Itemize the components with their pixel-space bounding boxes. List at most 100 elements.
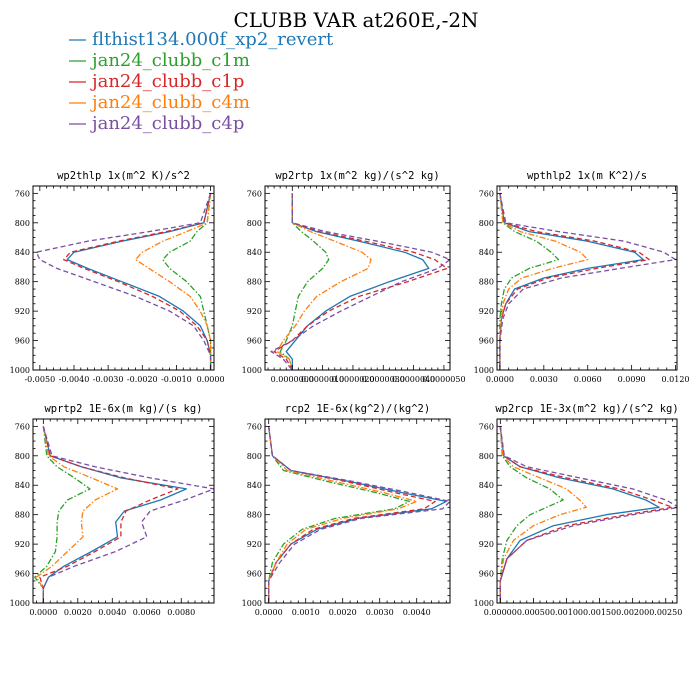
y-tick-label: 960 — [247, 570, 262, 579]
panel-5: rcp2 1E-6x(kg^2)/(kg^2) 760 800 840 880 920 96… — [242, 403, 451, 617]
figure-title: CLUBB VAR at260E,-2N — [233, 8, 478, 32]
y-tick-label: 880 — [247, 511, 262, 520]
legend-entry: jan24_clubb_c4m — [90, 92, 250, 113]
x-tick-label: -0.0050 — [24, 375, 55, 384]
y-tick-label: 1000 — [242, 599, 262, 608]
y-tick-label: 960 — [15, 337, 30, 346]
x-tick-label: 0.0060 — [574, 375, 602, 384]
x-tick-label: -0.0030 — [93, 375, 124, 384]
series-line — [276, 193, 372, 370]
y-tick-label: 760 — [247, 422, 262, 431]
x-tick-label: 0.0080 — [167, 608, 195, 617]
y-tick-label: 760 — [15, 189, 30, 198]
series-line — [499, 193, 560, 370]
series-line — [279, 193, 330, 370]
x-tick-label: 0.0060 — [133, 608, 161, 617]
y-tick-label: 840 — [15, 481, 30, 490]
y-tick-label: 760 — [479, 189, 494, 198]
panel-title: wp2thlp 1x(m^2 K)/s^2 — [57, 170, 190, 182]
legend-entry: jan24_clubb_c1p — [90, 71, 244, 92]
x-tick-label: 0.0000010 — [301, 375, 344, 384]
x-tick-label: 0.0010 — [292, 608, 320, 617]
y-tick-label: 840 — [479, 248, 494, 257]
x-tick-label: 0.00000 — [484, 608, 517, 617]
series-line — [499, 426, 677, 603]
panels: wp2thlp 1x(m^2 K)/s^2 760 800 840 880 920 960 1… — [10, 170, 690, 617]
series-line — [270, 193, 450, 370]
x-tick-label: -0.0010 — [161, 375, 192, 384]
panel-title: wp2rcp 1E-3x(m^2 kg)/(s^2 kg) — [495, 403, 678, 415]
x-tick-label: 0.00100 — [550, 608, 583, 617]
x-tick-label: 0.0000 — [197, 375, 225, 384]
y-tick-label: 800 — [479, 452, 494, 461]
series-line — [42, 426, 188, 603]
x-tick-label: 0.0040 — [403, 608, 431, 617]
series-line — [499, 193, 650, 370]
series-line — [35, 426, 119, 603]
series-line — [499, 193, 589, 370]
x-tick-label: 0.00200 — [616, 608, 649, 617]
x-tick-label: 0.0020 — [64, 608, 92, 617]
y-tick-label: 960 — [15, 570, 30, 579]
plot-frame — [32, 185, 215, 371]
panel-3: wpthlp2 1x(m K^2)/s 760 800 840 880 920 960 100… — [474, 170, 690, 384]
panel-4: wprtp2 1E-6x(m kg)/(s kg) 760 800 840 880 920… — [10, 403, 215, 617]
series-line — [499, 426, 674, 603]
y-tick-label: 880 — [479, 278, 494, 287]
plot-frame — [264, 185, 451, 371]
x-tick-label: 0.0030 — [530, 375, 558, 384]
y-tick-label: 880 — [15, 278, 30, 287]
legend-entry: jan24_clubb_c1m — [90, 50, 250, 71]
series-line — [268, 426, 436, 603]
y-tick-label: 840 — [479, 481, 494, 490]
plot-frame — [264, 418, 451, 604]
panel-title: wp2rtp 1x(m^2 kg)/(s^2 kg) — [275, 170, 439, 182]
x-tick-label: 0.0000000 — [271, 375, 314, 384]
panel-title: wpthlp2 1x(m K^2)/s — [527, 170, 647, 182]
series-line — [42, 426, 214, 603]
series-line — [63, 193, 212, 370]
x-tick-label: -0.0020 — [127, 375, 158, 384]
x-tick-label: 0.0000030 — [362, 375, 405, 384]
y-tick-label: 760 — [15, 422, 30, 431]
y-tick-label: 1000 — [474, 366, 494, 375]
y-tick-label: 1000 — [10, 599, 30, 608]
y-tick-label: 920 — [15, 540, 30, 549]
y-tick-label: 960 — [479, 337, 494, 346]
y-tick-label: 800 — [15, 452, 30, 461]
x-tick-label: 0.0000 — [255, 608, 283, 617]
panel-title: wprtp2 1E-6x(m kg)/(s kg) — [44, 403, 202, 415]
series-line — [35, 193, 212, 370]
y-tick-label: 920 — [247, 307, 262, 316]
x-tick-label: 0.00050 — [517, 608, 550, 617]
plot-frame — [496, 185, 678, 371]
y-tick-label: 920 — [15, 307, 30, 316]
series-line — [39, 426, 179, 603]
y-tick-label: 880 — [479, 511, 494, 520]
series-line — [499, 426, 587, 603]
y-tick-label: 840 — [247, 248, 262, 257]
plot-frame — [496, 418, 678, 604]
x-tick-label: 0.0000020 — [331, 375, 374, 384]
legend: flthist134.000f_xp2_revertjan24_clubb_c1… — [69, 29, 334, 134]
y-tick-label: 800 — [247, 452, 262, 461]
y-tick-label: 960 — [247, 337, 262, 346]
y-tick-label: 800 — [479, 219, 494, 228]
y-tick-label: 920 — [479, 540, 494, 549]
series-line — [66, 193, 212, 370]
x-tick-label: 0.0000040 — [392, 375, 435, 384]
y-tick-label: 880 — [15, 511, 30, 520]
series-line — [134, 193, 212, 370]
x-tick-label: 0.0020 — [329, 608, 357, 617]
y-tick-label: 920 — [247, 540, 262, 549]
x-tick-label: 0.0000 — [486, 375, 514, 384]
panel-6: wp2rcp 1E-3x(m^2 kg)/(s^2 kg)760 800 840 88… — [474, 403, 683, 617]
series-line — [268, 426, 410, 603]
series-line — [273, 193, 448, 370]
y-tick-label: 840 — [247, 481, 262, 490]
x-tick-label: 0.00250 — [649, 608, 682, 617]
y-tick-label: 1000 — [10, 366, 30, 375]
series-line — [268, 426, 418, 603]
panel-title: rcp2 1E-6x(kg^2)/(kg^2) — [285, 403, 430, 415]
